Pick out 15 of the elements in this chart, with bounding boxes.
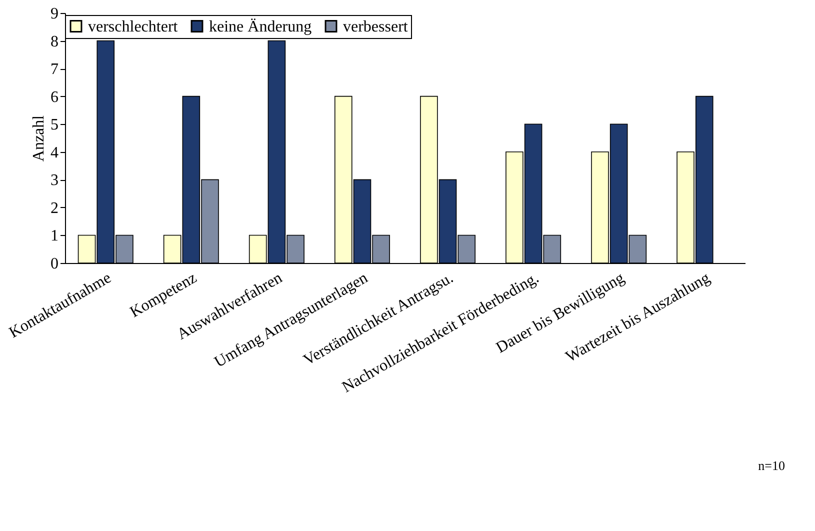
legend-label: verschlechtert [88,18,178,36]
y-tick-label: 2 [50,200,58,217]
y-tick-label: 1 [50,228,58,245]
y-tick-label: 8 [50,33,58,50]
text: n=10 [758,458,785,473]
legend-label: keine Änderung [209,18,312,36]
y-tick-label: 7 [50,61,58,78]
y-tick-label: 9 [50,6,58,22]
y-tick-label: 6 [50,88,58,106]
legend-label: verbessert [343,18,408,36]
y-axis-title: Anzahl [30,114,48,162]
y-tick-label: 0 [50,256,58,272]
y-tick-label: 3 [50,172,58,190]
y-tick-label: 5 [50,116,58,134]
y-tick-label: 4 [50,144,58,162]
